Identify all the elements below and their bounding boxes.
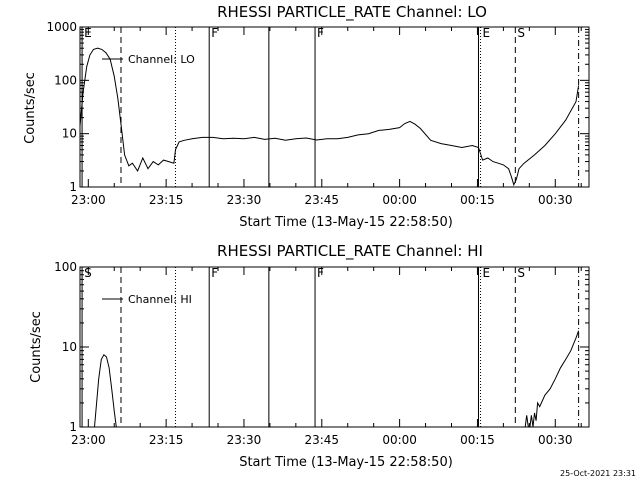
x-tick-label: 23:00 [71, 193, 106, 207]
axes: 23:00 23:15 23:30 23:45 00:00 00:15 00:30 1 10 10… [54, 260, 590, 447]
x-axis-label: Start Time (13-May-15 22:58:50) [239, 455, 453, 470]
x-tick-label: 00:00 [382, 433, 417, 447]
chart-title: RHESSI PARTICLE_RATE Channel: LO [217, 3, 487, 22]
y-tick-label: 10 [62, 127, 77, 141]
x-axis-label: Start Time (13-May-15 22:58:50) [239, 215, 453, 230]
event-lines: SFFES [81, 266, 580, 427]
x-tick-label: 00:30 [538, 433, 573, 447]
x-tick-label: 23:30 [227, 193, 262, 207]
series-lines [79, 47, 580, 187]
x-tick-label: 23:45 [304, 433, 339, 447]
event-flag: S [517, 26, 525, 40]
x-tick-label: 00:30 [538, 193, 573, 207]
legend-label: Channel: LO [128, 53, 195, 66]
plot-frame [79, 26, 590, 188]
legend-label: Channel: HI [128, 293, 192, 306]
event-flag: S [517, 266, 525, 280]
y-tick-label: 1 [69, 180, 77, 194]
x-tick-label: 23:15 [149, 433, 184, 447]
y-axis-label: Counts/sec [23, 72, 38, 144]
y-tick-label: 10 [62, 340, 77, 354]
event-flag: F [317, 26, 324, 40]
x-tick-label: 00:00 [382, 193, 417, 207]
y-tick-label: 1000 [46, 20, 77, 34]
event-flag: F [211, 26, 218, 40]
x-tick-label: 23:30 [227, 433, 262, 447]
x-tick-label: 00:15 [460, 193, 495, 207]
x-tick-label: 23:15 [149, 193, 184, 207]
y-tick-label: 100 [54, 260, 77, 274]
y-axis-label: Counts/sec [29, 311, 44, 383]
y-tick-label: 1 [69, 420, 77, 434]
x-tick-label: 23:00 [71, 433, 106, 447]
event-lines: EFFES [81, 26, 580, 187]
legend: Channel: HI [102, 293, 192, 306]
x-tick-label: 00:15 [460, 433, 495, 447]
series-line [94, 354, 117, 428]
chart-title: RHESSI PARTICLE_RATE Channel: HI [217, 242, 483, 261]
event-flag: E [483, 26, 491, 40]
event-flag: E [483, 266, 491, 280]
x-tick-label: 23:45 [304, 193, 339, 207]
axes: 23:00 23:15 23:30 23:45 00:00 00:15 00:30 1 10 10… [46, 20, 590, 207]
timestamp: 25-Oct-2021 23:31 [560, 469, 636, 478]
y-tick-label: 100 [54, 73, 77, 87]
chart-panel-lo: RHESSI PARTICLE_RATE Channel: LO Counts/… [23, 3, 590, 230]
chart-panel-hi: RHESSI PARTICLE_RATE Channel: HI Counts/… [29, 242, 590, 470]
legend: Channel: LO [102, 53, 195, 66]
event-flag: F [317, 266, 324, 280]
event-flag: F [211, 266, 218, 280]
series-line [79, 47, 580, 187]
